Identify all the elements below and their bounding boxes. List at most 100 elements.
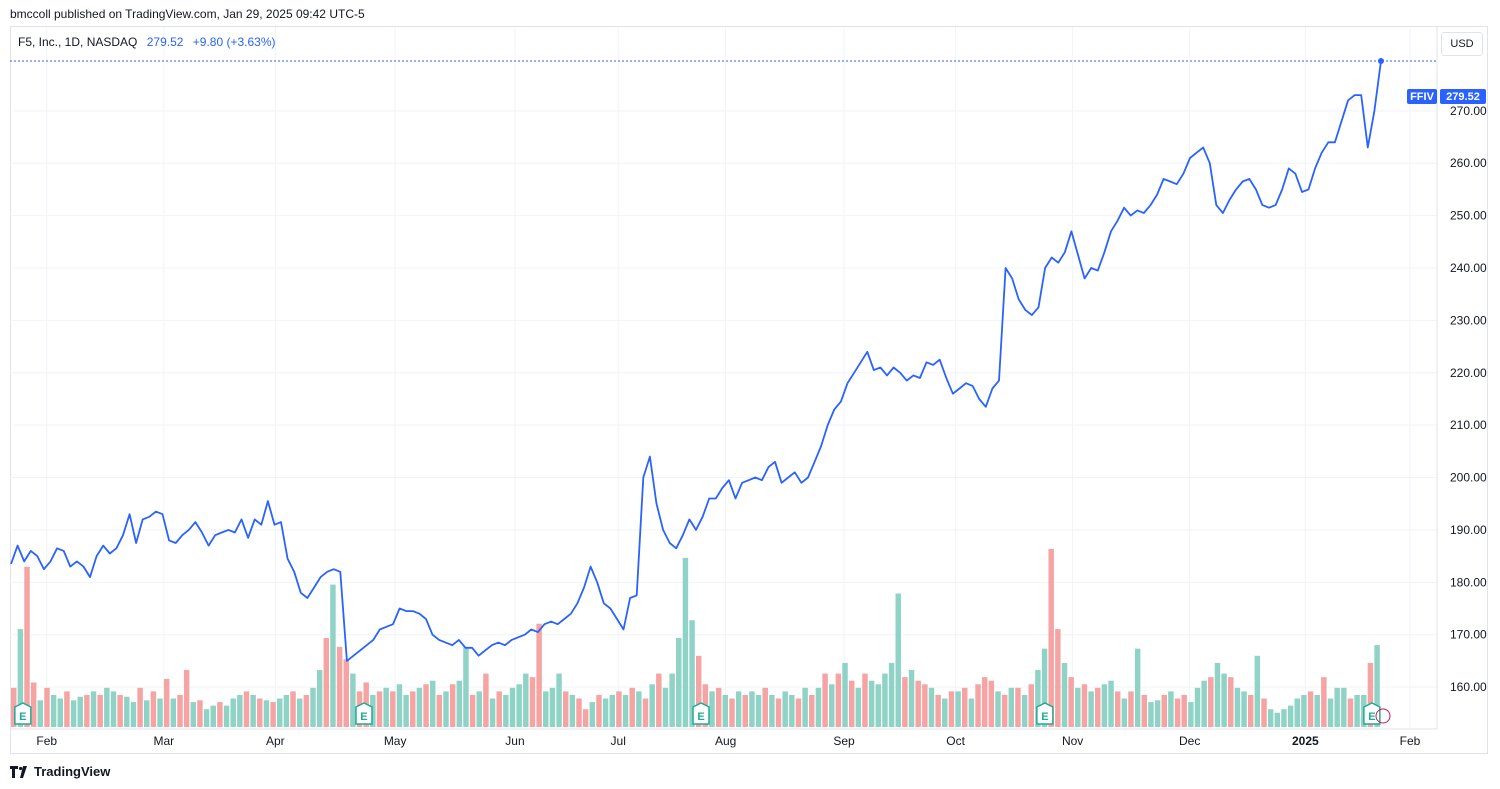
volume-bar <box>1128 691 1134 727</box>
volume-bar <box>1214 662 1221 727</box>
price-axis[interactable]: 160.00 170.00 180.00 190.00 200.00 210.00 220.… <box>10 27 1487 730</box>
volume-bar <box>283 694 290 727</box>
last-price: 279.52 <box>146 35 184 49</box>
volume-bar <box>848 680 855 727</box>
volume-bar <box>569 694 576 727</box>
volume-bar <box>476 691 482 727</box>
grid-lines <box>10 27 1437 729</box>
volume-bar <box>483 673 489 727</box>
volume-bar <box>981 677 988 727</box>
volume-bar <box>436 694 443 727</box>
volume-bar <box>682 557 689 727</box>
volume-bar <box>1201 680 1207 727</box>
earnings-marker-label: E <box>1368 711 1375 723</box>
volume-bar <box>602 698 609 727</box>
volume-bar <box>596 694 602 727</box>
volume-bar <box>829 684 835 727</box>
earnings-marker-shape <box>692 702 710 725</box>
volume-bar <box>1055 629 1061 727</box>
volume-bar <box>1267 709 1274 727</box>
volume-bar <box>1294 698 1300 727</box>
volume-bar <box>769 694 775 727</box>
volume-bar <box>636 691 642 727</box>
y-tick-label: 210.00 <box>1450 418 1487 432</box>
volume-bar <box>343 659 349 727</box>
volume-bar <box>962 687 968 727</box>
volume-bar <box>809 694 815 727</box>
volume-bar <box>449 684 456 727</box>
volume-bar <box>735 691 742 727</box>
volume-bar <box>469 694 476 727</box>
volume-bar <box>250 694 256 727</box>
tradingview-brand[interactable]: TradingView <box>10 764 110 779</box>
volume-bar <box>855 687 862 727</box>
volume-bar <box>1028 684 1034 727</box>
volume-bar <box>1148 702 1154 727</box>
volume-bar <box>835 673 842 727</box>
earnings-marker-shape <box>1363 702 1381 725</box>
volume-bar <box>150 691 157 727</box>
volume-bar <box>316 670 323 727</box>
volume-bar <box>277 698 283 727</box>
volume-bar <box>696 655 702 727</box>
volume-bar <box>1061 662 1068 727</box>
volume-bar <box>1075 687 1081 727</box>
volume-bar <box>609 694 615 727</box>
volume-bar <box>802 687 808 727</box>
earnings-marker[interactable]: E <box>692 702 710 725</box>
y-tick-label: 160.00 <box>1450 680 1487 694</box>
volume-bar <box>1015 687 1021 727</box>
x-tick-label: Feb <box>1400 734 1421 748</box>
volume-bar <box>822 673 828 727</box>
volume-bar <box>390 691 396 727</box>
volume-bar <box>416 687 423 727</box>
volume-bar <box>303 694 310 727</box>
symbol-info: F5, Inc., 1D, NASDAQ <box>18 35 138 49</box>
volume-bar <box>11 687 17 727</box>
symbol-legend[interactable]: F5, Inc., 1D, NASDAQ 279.52 +9.80 (+3.63… <box>18 35 276 49</box>
volume-bar <box>376 691 383 727</box>
y-tick-label: 200.00 <box>1450 471 1487 485</box>
earnings-marker-label: E <box>1041 711 1048 723</box>
volume-bar <box>782 691 788 727</box>
volume-bar <box>1174 698 1181 727</box>
time-axis[interactable]: Feb Mar Apr May Jun Jul Aug Sep Oct Nov Dec 2025 Feb <box>36 734 1420 748</box>
volume-bar <box>642 698 649 727</box>
volume-bar <box>928 687 935 727</box>
volume-bar <box>902 677 908 727</box>
earnings-marker[interactable]: E <box>1363 702 1381 725</box>
volume-bar <box>1001 694 1008 727</box>
volume-bar <box>775 698 782 727</box>
volume-bar <box>24 566 30 727</box>
x-tick-label: Jun <box>505 734 524 748</box>
published-caption: bmccoll published on TradingView.com, Ja… <box>10 7 365 21</box>
x-tick-label: Feb <box>36 734 57 748</box>
earnings-marker[interactable]: E <box>355 702 373 725</box>
volume-bar <box>1194 687 1201 727</box>
x-tick-label: Sep <box>833 734 855 748</box>
volume-bar <box>183 670 190 727</box>
chart-frame <box>10 26 1488 754</box>
volume-bar <box>1327 698 1334 727</box>
earnings-marker[interactable]: E <box>14 702 32 725</box>
volume-bar <box>429 680 436 727</box>
volume-bar <box>1021 694 1028 727</box>
x-tick-label: Apr <box>266 734 285 748</box>
volume-bar <box>383 687 389 727</box>
volume-bar <box>709 691 715 727</box>
currency-button[interactable]: USD <box>1441 32 1483 56</box>
y-tick-label: 240.00 <box>1450 261 1487 275</box>
earnings-marker-shape <box>355 702 373 725</box>
volume-bar <box>110 691 117 727</box>
volume-bar <box>1121 698 1128 727</box>
volume-bar <box>742 694 749 727</box>
volume-bar <box>582 709 589 727</box>
compare-circle-icon[interactable] <box>1375 708 1391 724</box>
volume-bar <box>868 680 875 727</box>
earnings-marker-shape <box>14 702 32 725</box>
ticker-tag: FFIV <box>1410 91 1434 103</box>
earnings-marker[interactable]: E <box>1036 702 1054 725</box>
volume-bar <box>988 680 995 727</box>
